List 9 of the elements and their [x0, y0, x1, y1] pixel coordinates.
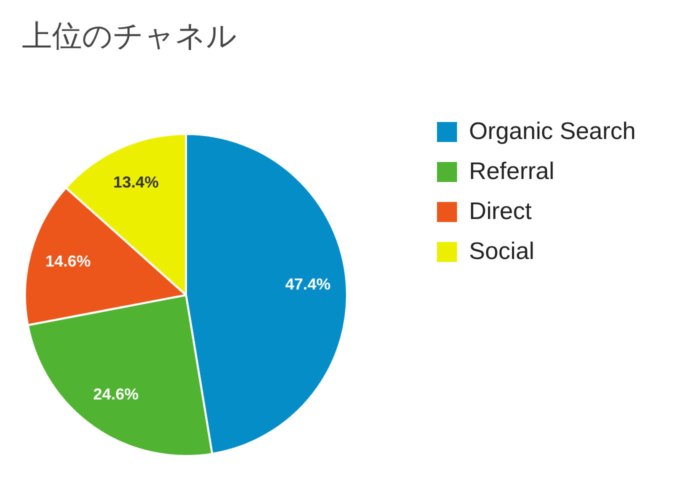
- legend-label: Direct: [469, 198, 532, 226]
- data-label: 47.4%: [285, 276, 331, 294]
- data-label: 14.6%: [45, 254, 91, 271]
- chart-title: 上位のチャネル: [22, 18, 237, 56]
- legend-label: Referral: [469, 158, 554, 186]
- legend-label: Social: [469, 238, 534, 266]
- data-label: 24.6%: [93, 386, 139, 404]
- legend-label: Organic Search: [469, 118, 636, 146]
- data-label: 13.4%: [113, 174, 159, 192]
